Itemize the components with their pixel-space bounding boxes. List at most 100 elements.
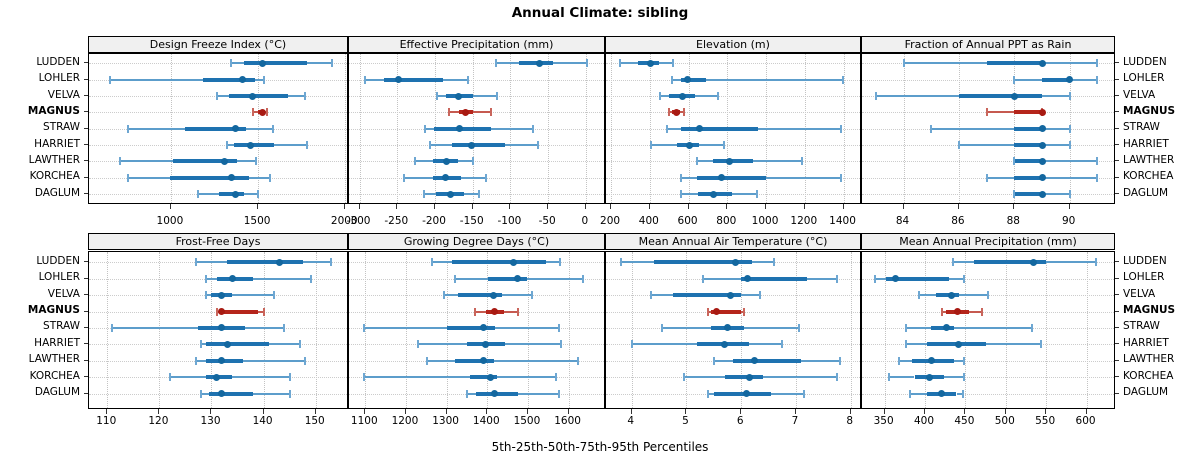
cap-95th	[1068, 141, 1071, 150]
x-tick	[740, 408, 742, 414]
cap-95th	[305, 141, 308, 150]
site-label-left: KORCHEA	[29, 170, 80, 183]
whisker-75-95	[680, 111, 684, 114]
whisker-5-25	[216, 310, 220, 313]
row-gridline	[606, 145, 860, 147]
whisker-5-25	[201, 343, 207, 346]
median-dot	[926, 373, 934, 381]
cap-95th	[268, 173, 271, 182]
whisker-75-95	[954, 359, 964, 362]
x-tick-label: 600	[677, 215, 698, 227]
x-tick	[314, 408, 316, 414]
whisker-5-25	[906, 343, 927, 346]
whisker-5-25	[986, 111, 1015, 114]
x-tick	[648, 203, 650, 209]
chart-title: Annual Climate: sibling	[511, 5, 689, 21]
cap-5th	[670, 75, 673, 84]
row-gridline	[862, 311, 1114, 313]
cap-5th	[930, 124, 933, 133]
whisker-75-95	[753, 160, 803, 163]
whisker-5-25	[671, 78, 681, 81]
cap-5th	[696, 157, 699, 166]
box-25-75	[451, 260, 547, 265]
row-gridline	[349, 63, 604, 65]
cap-5th	[109, 75, 112, 84]
median-dot	[258, 108, 266, 116]
box-25-75	[447, 325, 495, 330]
y-tick-left	[84, 326, 88, 328]
whisker-5-25	[206, 277, 217, 280]
x-tick	[584, 203, 586, 209]
site-label-right: LOHLER	[1123, 271, 1165, 284]
cap-95th	[262, 307, 265, 316]
cap-95th	[560, 340, 563, 349]
median-dot	[713, 308, 721, 315]
median-dot	[724, 324, 732, 332]
x-tick-label: 1500	[243, 215, 271, 227]
whisker-75-95	[253, 277, 311, 280]
y-tick-left	[84, 160, 88, 162]
median-dot	[953, 308, 961, 315]
site-label-left: LOHLER	[38, 271, 80, 284]
box-25-75	[458, 293, 503, 298]
cap-5th	[917, 291, 920, 300]
median-dot	[1010, 92, 1018, 100]
cap-5th	[888, 373, 891, 382]
site-label-left: KORCHEA	[29, 369, 80, 382]
cap-5th	[1013, 75, 1016, 84]
whisker-5-25	[432, 261, 452, 264]
panel-header-growing-degree-days: Growing Degree Days (°C)	[348, 233, 605, 250]
cap-5th	[940, 307, 943, 316]
cap-5th	[905, 323, 908, 332]
x-tick-label: 350	[873, 415, 894, 427]
site-label-right: VELVA	[1123, 88, 1156, 101]
x-tick	[434, 203, 435, 209]
whisker-5-25	[252, 111, 259, 114]
whisker-75-95	[771, 392, 805, 395]
whisker-5-25	[1014, 78, 1042, 81]
cap-95th	[1068, 124, 1071, 133]
box-25-75	[219, 309, 259, 314]
cap-5th	[1013, 157, 1016, 166]
row-gridline	[862, 360, 1114, 362]
panel-growing-degree-days	[348, 250, 605, 409]
box-25-75	[680, 77, 707, 82]
panel-title: Mean Annual Precipitation (mm)	[899, 235, 1077, 248]
median-dot	[223, 340, 231, 348]
panel-frost-free-days	[88, 250, 348, 409]
whisker-5-25	[437, 95, 447, 97]
box-25-75	[886, 276, 950, 281]
site-label-right: MAGNUS	[1123, 104, 1176, 117]
cap-95th	[558, 258, 561, 267]
median-dot	[486, 373, 494, 381]
cap-95th	[485, 173, 488, 182]
whisker-75-95	[245, 127, 273, 130]
whisker-75-95	[546, 261, 560, 264]
cap-5th	[205, 274, 208, 283]
x-tick	[610, 203, 612, 209]
x-tick-label: -100	[497, 215, 522, 227]
site-label-right: LAWTHER	[1123, 353, 1175, 366]
whisker-5-25	[874, 277, 887, 280]
cap-95th	[1096, 59, 1099, 68]
site-label-right: HARRIET	[1123, 336, 1169, 349]
x-gridline	[527, 251, 529, 408]
site-label-left: LAWTHER	[28, 353, 80, 366]
median-dot	[1038, 190, 1046, 198]
site-label-left: LUDDEN	[36, 55, 80, 68]
median-dot	[479, 357, 487, 365]
cap-5th	[431, 258, 434, 267]
whisker-5-25	[415, 160, 434, 163]
whisker-5-25	[364, 78, 385, 81]
whisker-5-25	[444, 294, 459, 297]
box-25-75	[672, 293, 742, 298]
cap-95th	[477, 190, 480, 199]
whisker-5-25	[889, 376, 915, 379]
box-25-75	[455, 358, 495, 363]
whisker-5-25	[875, 95, 959, 97]
whisker-75-95	[505, 144, 539, 147]
whisker-75-95	[232, 294, 275, 297]
whisker-75-95	[765, 176, 841, 179]
x-gridline	[107, 251, 109, 408]
